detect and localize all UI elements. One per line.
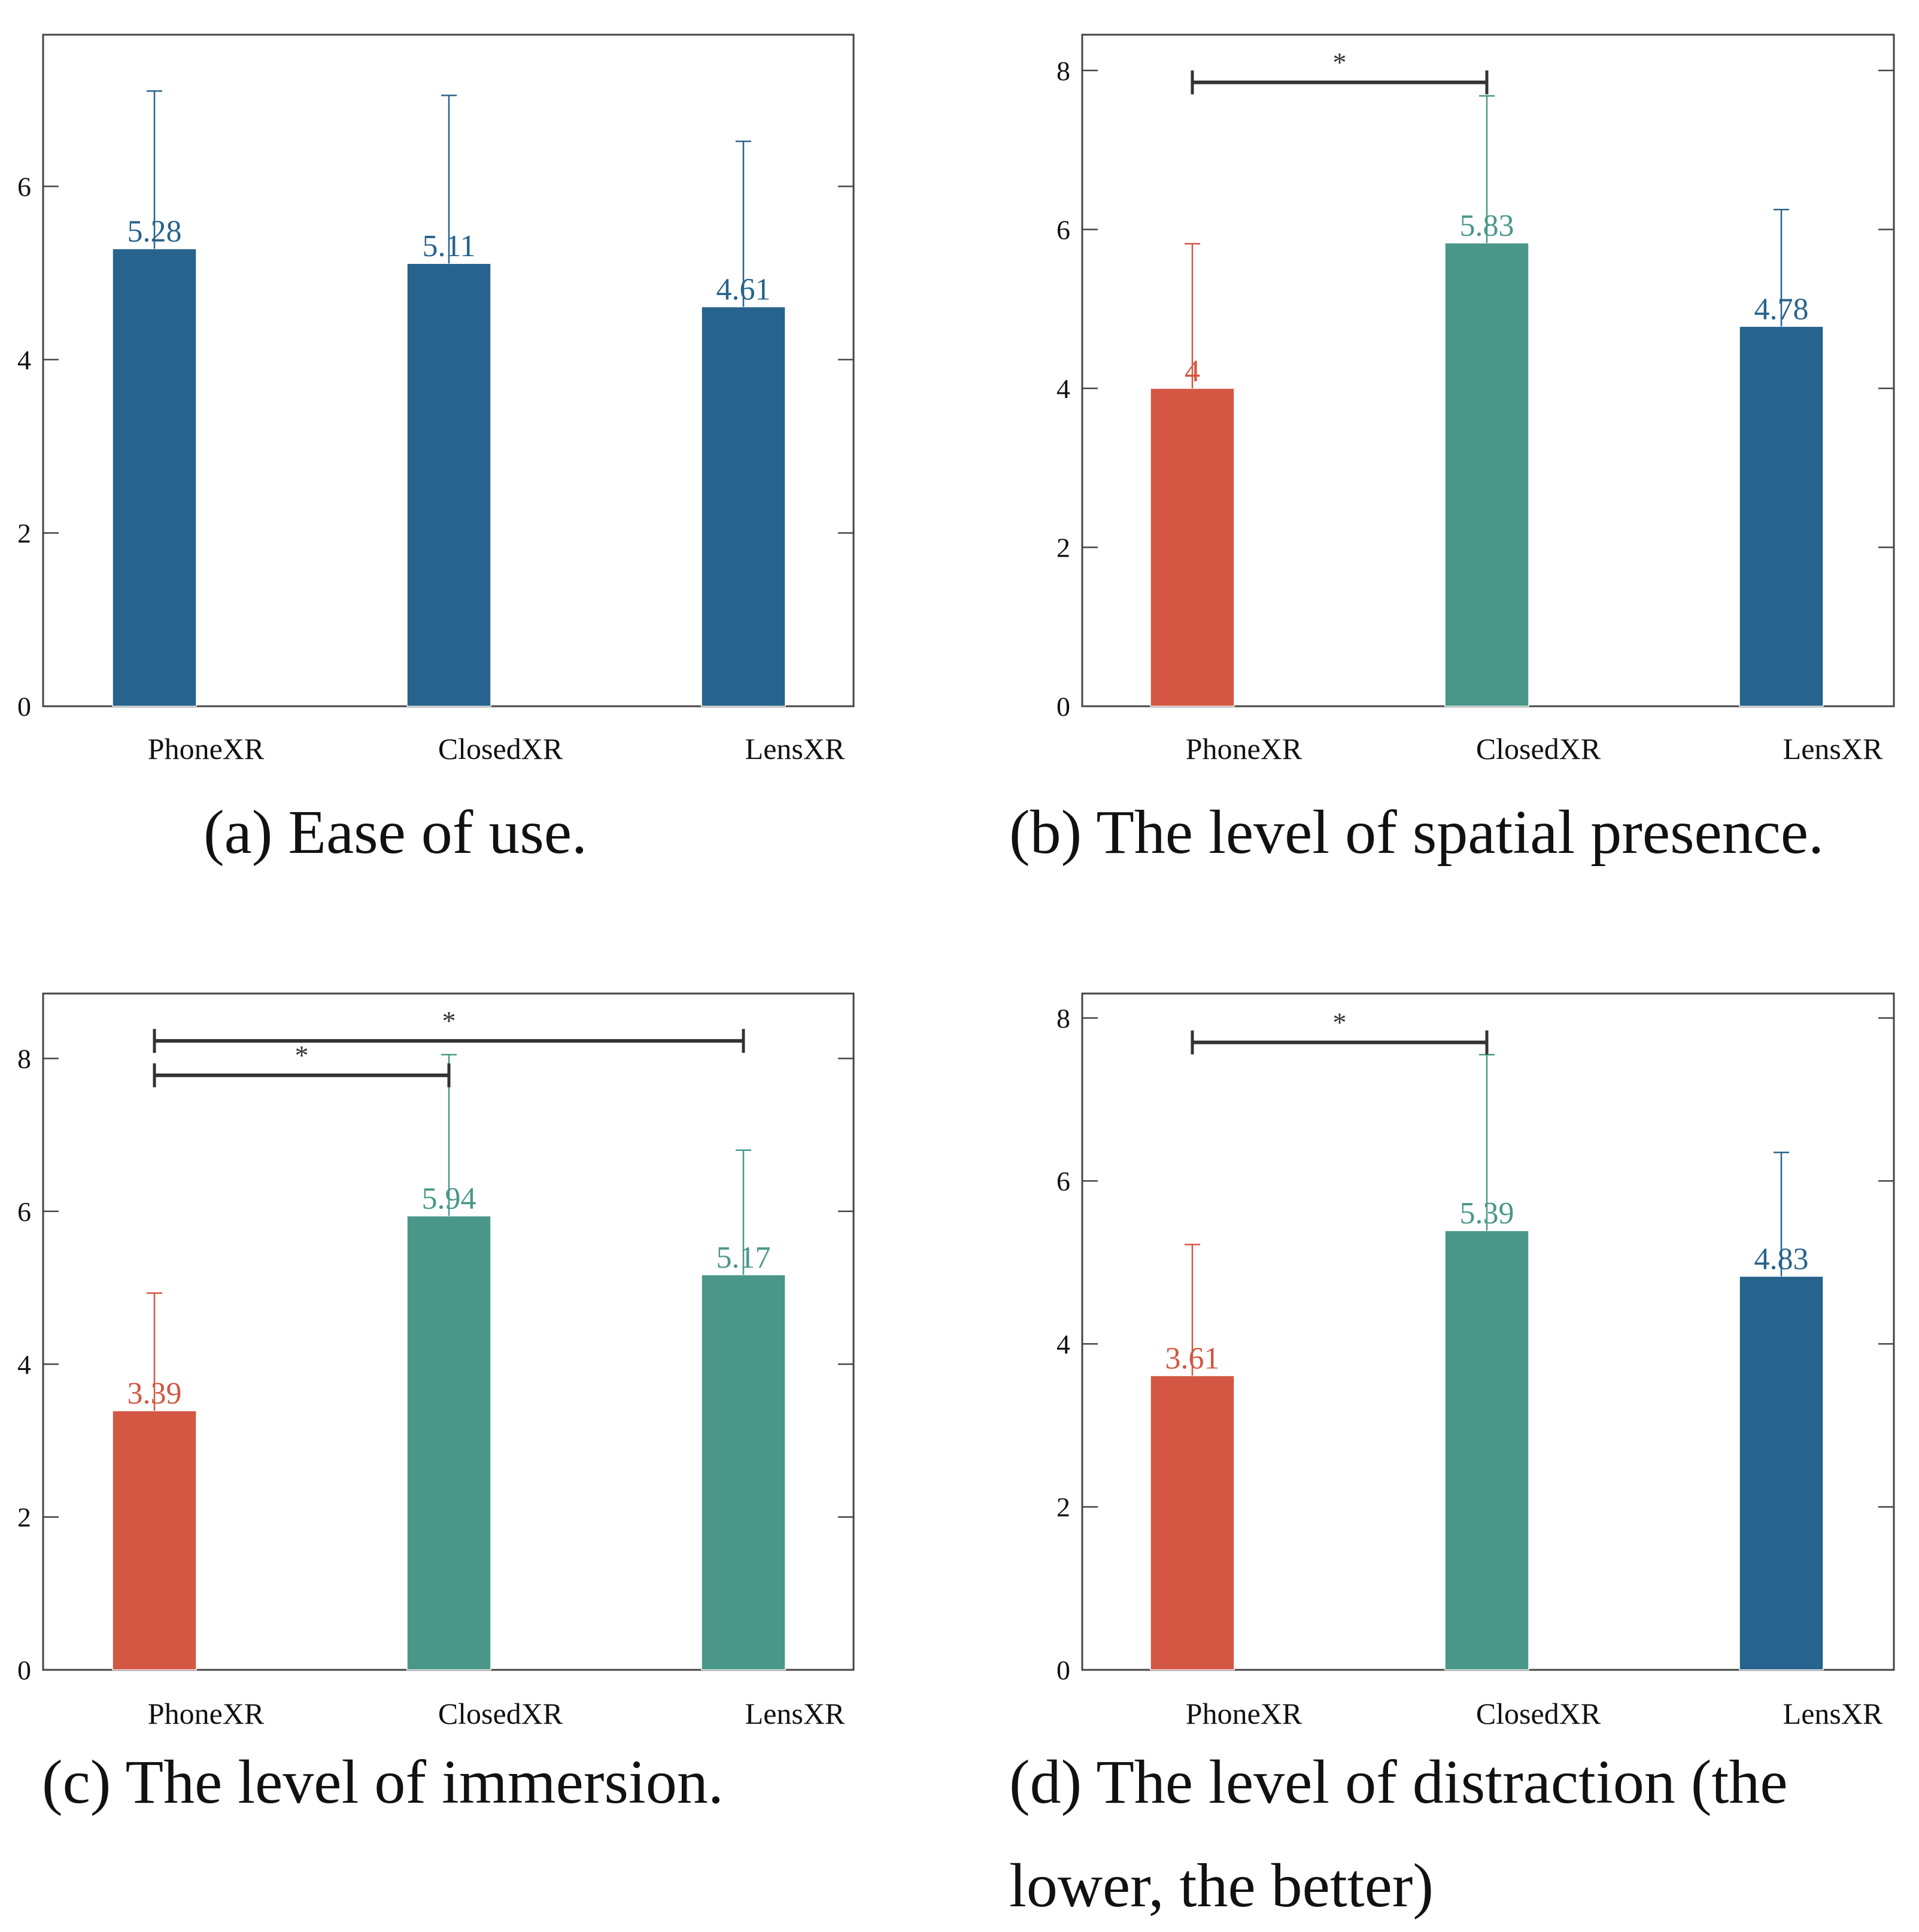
x-tick-label: PhoneXR <box>148 1697 265 1730</box>
x-tick-label: LensXR <box>1783 1697 1883 1730</box>
y-tick-label: 0 <box>17 691 31 722</box>
bar-closedxr <box>1444 242 1529 707</box>
value-label: 5.28 <box>127 215 182 249</box>
value-label: 4 <box>1185 354 1200 388</box>
bar-lensxr <box>701 306 786 707</box>
x-tick-label: ClosedXR <box>1476 732 1601 765</box>
x-tick-label: ClosedXR <box>438 732 563 765</box>
bar-phonexr <box>112 248 197 707</box>
bar-phonexr <box>1150 388 1235 707</box>
y-tick-label: 4 <box>1056 1329 1070 1359</box>
x-tick-label: LensXR <box>1783 732 1883 765</box>
value-label: 3.39 <box>127 1377 182 1411</box>
y-tick-label: 0 <box>1056 691 1070 722</box>
y-tick-label: 0 <box>1056 1655 1070 1685</box>
bar-phonexr <box>1150 1375 1235 1670</box>
x-tick-label: LensXR <box>745 1697 845 1730</box>
y-tick-label: 8 <box>1056 1003 1070 1034</box>
bar-phonexr <box>112 1410 197 1670</box>
x-tick-label: PhoneXR <box>148 732 265 765</box>
value-label: 4.61 <box>716 273 771 307</box>
y-tick-label: 8 <box>17 1044 31 1074</box>
bar-closedxr <box>406 263 491 707</box>
x-tick-label: ClosedXR <box>438 1697 563 1730</box>
y-tick-label: 8 <box>1056 56 1070 86</box>
bar-closedxr <box>406 1215 491 1670</box>
x-tick-label: LensXR <box>745 732 845 765</box>
panel-caption: (a) Ease of use. <box>204 798 587 867</box>
y-tick-label: 6 <box>1056 1166 1070 1196</box>
chart-panel-2: 0 2 4 6 8 4 PhoneXR 5.83 ClosedXR 4.78 LensXR * (b) … <box>1009 34 1895 867</box>
value-label: 5.11 <box>422 229 475 263</box>
panel-caption: (c) The level of immersion. <box>42 1748 724 1816</box>
y-tick-label: 4 <box>17 345 31 375</box>
y-tick-label: 6 <box>17 171 31 202</box>
y-tick-label: 4 <box>17 1349 31 1380</box>
value-label: 5.17 <box>716 1241 771 1275</box>
y-tick-label: 2 <box>17 1502 31 1533</box>
significance-star: * <box>442 1006 456 1036</box>
y-tick-label: 2 <box>1056 532 1070 563</box>
value-label: 5.83 <box>1460 209 1514 243</box>
panel-caption: (d) The level of distraction (the lower, … <box>1009 1748 1788 1920</box>
value-label: 4.83 <box>1754 1242 1809 1276</box>
y-tick-label: 2 <box>1056 1492 1070 1523</box>
x-tick-label: ClosedXR <box>1476 1697 1601 1730</box>
y-tick-label: 2 <box>17 518 31 548</box>
significance-star: * <box>1333 1007 1347 1038</box>
value-label: 5.39 <box>1460 1196 1514 1231</box>
chart-panel-1: 0 2 4 6 5.28 PhoneXR 5.11 ClosedXR 4.61 LensXR (a)… <box>17 34 855 867</box>
value-label: 5.94 <box>422 1182 476 1216</box>
y-tick-label: 6 <box>17 1196 31 1227</box>
y-tick-label: 6 <box>1056 214 1070 245</box>
y-tick-label: 0 <box>17 1655 31 1685</box>
chart-panel-4: 0 2 4 6 8 3.61 PhoneXR 5.39 ClosedXR 4.83 LensXR * (… <box>1009 992 1895 1920</box>
chart-panel-3: 0 2 4 6 8 3.39 PhoneXR 5.94 ClosedXR 5.17 LensXR * *… <box>17 992 855 1816</box>
bar-lensxr <box>1739 326 1824 707</box>
x-tick-label: PhoneXR <box>1186 1697 1302 1730</box>
bar-lensxr <box>1739 1275 1824 1670</box>
significance-star: * <box>295 1040 309 1071</box>
bar-closedxr <box>1444 1230 1529 1670</box>
bar-lensxr <box>701 1274 786 1670</box>
significance-star: * <box>1333 47 1347 78</box>
y-tick-label: 4 <box>1056 373 1070 404</box>
panel-caption: (b) The level of spatial presence. <box>1009 798 1824 867</box>
value-label: 3.61 <box>1165 1342 1220 1376</box>
value-label: 4.78 <box>1754 292 1809 326</box>
x-tick-label: PhoneXR <box>1186 732 1302 765</box>
